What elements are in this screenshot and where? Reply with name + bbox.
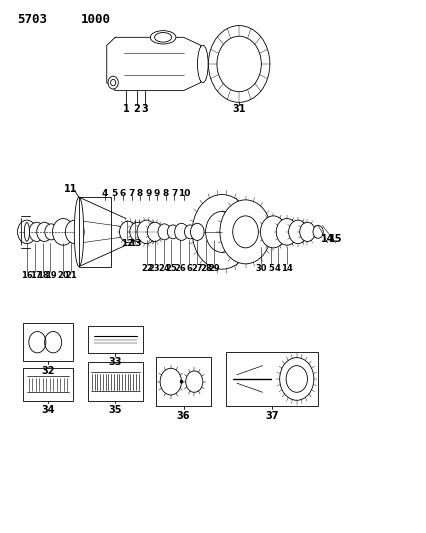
- Circle shape: [147, 222, 162, 241]
- Bar: [87, 362, 143, 401]
- Text: 19: 19: [44, 271, 56, 280]
- Ellipse shape: [154, 33, 171, 42]
- Circle shape: [119, 221, 136, 243]
- Circle shape: [52, 219, 74, 245]
- Text: 2: 2: [133, 104, 140, 114]
- Circle shape: [108, 76, 118, 89]
- Bar: [23, 368, 72, 401]
- Circle shape: [158, 224, 170, 240]
- Text: 6: 6: [186, 264, 192, 272]
- Text: 22: 22: [141, 264, 153, 272]
- Text: 9: 9: [145, 189, 151, 198]
- Text: 28: 28: [199, 264, 211, 272]
- Text: 5703: 5703: [17, 13, 47, 26]
- Text: 8: 8: [162, 189, 168, 198]
- Circle shape: [232, 216, 258, 248]
- Circle shape: [208, 26, 269, 102]
- Polygon shape: [79, 197, 126, 266]
- Text: 30: 30: [255, 264, 266, 272]
- Text: 11: 11: [63, 184, 77, 194]
- Text: 7: 7: [171, 189, 177, 198]
- Text: 37: 37: [265, 411, 279, 421]
- Text: 5: 5: [268, 264, 273, 272]
- Circle shape: [130, 222, 145, 241]
- Circle shape: [276, 219, 297, 245]
- Text: 3: 3: [141, 104, 148, 114]
- Circle shape: [312, 225, 322, 238]
- Text: 9: 9: [154, 189, 160, 198]
- Text: 4: 4: [101, 189, 107, 198]
- Circle shape: [17, 220, 36, 244]
- Text: 36: 36: [176, 411, 190, 421]
- Text: 18: 18: [37, 271, 49, 280]
- Circle shape: [205, 211, 238, 253]
- Text: 31: 31: [232, 104, 245, 114]
- Ellipse shape: [74, 197, 83, 266]
- Circle shape: [216, 36, 261, 92]
- Circle shape: [190, 223, 204, 240]
- Circle shape: [174, 223, 188, 240]
- Bar: [87, 326, 143, 353]
- Bar: [226, 352, 317, 406]
- Text: 4: 4: [274, 264, 280, 272]
- Ellipse shape: [197, 45, 208, 83]
- Text: 23: 23: [148, 264, 160, 272]
- Bar: [155, 357, 211, 406]
- Text: 15: 15: [328, 235, 342, 244]
- Bar: [23, 323, 72, 361]
- Text: 10: 10: [178, 189, 190, 198]
- Circle shape: [180, 380, 182, 383]
- Text: 25: 25: [164, 264, 176, 272]
- Text: 32: 32: [41, 366, 55, 376]
- Text: 29: 29: [208, 264, 220, 272]
- Polygon shape: [106, 37, 200, 91]
- Text: 24: 24: [158, 264, 170, 272]
- Circle shape: [110, 79, 115, 86]
- Text: 21: 21: [65, 271, 77, 280]
- Text: 5: 5: [111, 189, 117, 198]
- Circle shape: [192, 195, 251, 269]
- Text: 7: 7: [128, 189, 134, 198]
- Text: 33: 33: [108, 358, 122, 367]
- Circle shape: [219, 200, 271, 264]
- Ellipse shape: [150, 31, 176, 44]
- Text: 14: 14: [280, 264, 292, 272]
- Circle shape: [288, 220, 307, 244]
- Circle shape: [167, 225, 178, 239]
- Text: 26: 26: [174, 264, 186, 272]
- Text: 27: 27: [191, 264, 203, 272]
- Text: 1: 1: [122, 104, 129, 114]
- Circle shape: [37, 222, 52, 241]
- Circle shape: [184, 225, 195, 239]
- Text: 20: 20: [57, 271, 69, 280]
- Circle shape: [137, 220, 155, 244]
- Text: 35: 35: [108, 406, 122, 415]
- Ellipse shape: [24, 223, 29, 241]
- Text: 12: 12: [121, 239, 133, 248]
- Text: 6: 6: [120, 189, 126, 198]
- Text: 34: 34: [41, 406, 55, 415]
- Circle shape: [45, 224, 58, 240]
- Circle shape: [279, 358, 313, 400]
- Circle shape: [299, 222, 314, 241]
- Text: 14: 14: [320, 235, 334, 244]
- Text: 1000: 1000: [81, 13, 111, 26]
- Polygon shape: [232, 375, 271, 383]
- Circle shape: [260, 216, 285, 248]
- Text: 8: 8: [137, 189, 143, 198]
- Bar: [79, 197, 111, 266]
- Circle shape: [65, 220, 84, 244]
- Text: 17: 17: [29, 271, 41, 280]
- Text: 16: 16: [21, 271, 33, 280]
- Circle shape: [29, 222, 44, 241]
- Text: 13: 13: [128, 239, 141, 248]
